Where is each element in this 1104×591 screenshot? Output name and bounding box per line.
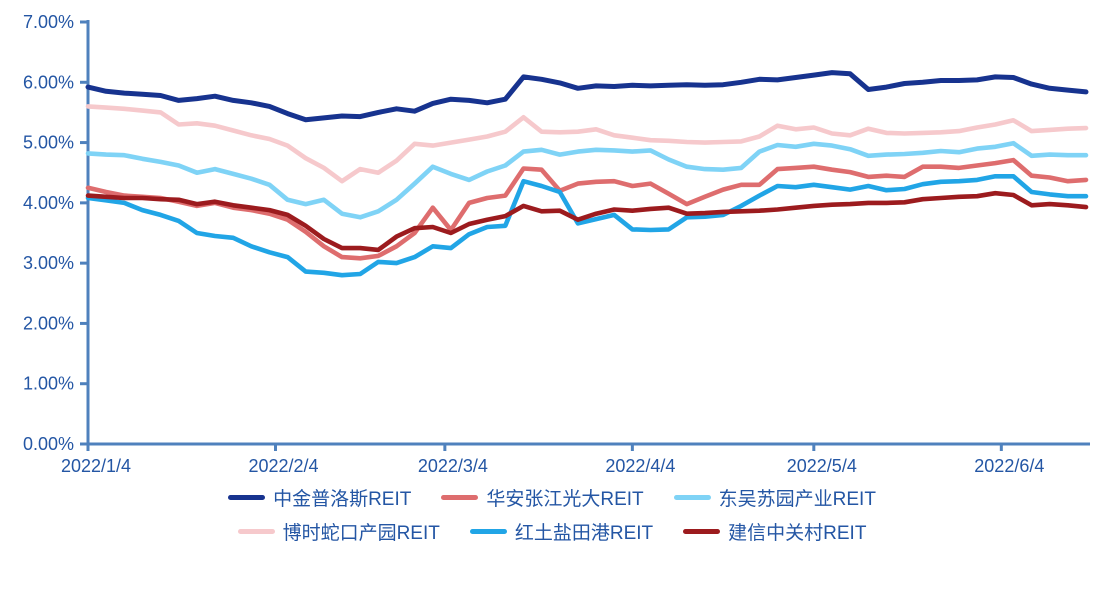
x-axis-label: 2022/3/4 — [418, 456, 488, 476]
series-line-中金普洛斯REIT — [85, 70, 1089, 123]
y-axis-label: 3.00% — [23, 253, 74, 273]
legend-item-中金普洛斯REIT: 中金普洛斯REIT — [228, 484, 411, 511]
line-chart-canvas: 0.00% 1.00% 2.00% 3.00% 4.00% 5.00% 6.00% 7.00%… — [23, 12, 1090, 476]
legend-label: 博时蛇口产园REIT — [282, 523, 440, 544]
legend-label: 中金普洛斯REIT — [273, 489, 412, 510]
legend-label: 东吴苏园产业REIT — [718, 489, 876, 510]
legend-swatch — [673, 495, 711, 500]
series-line-东吴苏园产业REIT — [85, 140, 1089, 220]
legend-label: 红土盐田港REIT — [514, 523, 654, 544]
y-axis-label: 2.00% — [23, 313, 74, 333]
legend-item-东吴苏园产业REIT: 东吴苏园产业REIT — [673, 484, 876, 511]
legend-swatch — [441, 495, 479, 500]
y-axis-label: 1.00% — [23, 374, 74, 394]
x-axis-label: 2022/5/4 — [787, 456, 857, 476]
chart-legend: 中金普洛斯REIT 华安张江光大REIT 东吴苏园产业REIT 博时蛇口产园REIT 红… — [0, 484, 1104, 545]
y-axis-label: 7.00% — [23, 12, 74, 32]
y-axis-label: 0.00% — [23, 434, 74, 454]
y-axis-label: 5.00% — [23, 133, 74, 153]
legend-item-建信中关村REIT: 建信中关村REIT — [683, 518, 866, 545]
series-line-华安张江光大REIT — [85, 157, 1089, 261]
legend-item-博时蛇口产园REIT: 博时蛇口产园REIT — [237, 518, 440, 545]
x-axis-label: 2022/2/4 — [248, 456, 318, 476]
legend-row: 博时蛇口产园REIT 红土盐田港REIT 建信中关村REIT — [237, 518, 866, 545]
x-axis-label: 2022/1/4 — [61, 456, 131, 476]
legend-row: 中金普洛斯REIT 华安张江光大REIT 东吴苏园产业REIT — [228, 484, 876, 511]
legend-label: 华安张江光大REIT — [486, 489, 644, 510]
series-line-博时蛇口产园REIT — [85, 104, 1089, 184]
legend-item-华安张江光大REIT: 华安张江光大REIT — [441, 484, 644, 511]
legend-item-红土盐田港REIT: 红土盐田港REIT — [469, 518, 654, 545]
y-axis-label: 6.00% — [23, 72, 74, 92]
legend-label: 建信中关村REIT — [728, 523, 867, 544]
legend-swatch — [469, 529, 507, 534]
legend-swatch — [237, 529, 275, 534]
x-axis-label: 2022/4/4 — [605, 456, 675, 476]
series-line-红土盐田港REIT — [85, 174, 1089, 278]
y-axis-label: 4.00% — [23, 193, 74, 213]
legend-swatch — [683, 529, 721, 534]
series-line-建信中关村REIT — [85, 190, 1089, 253]
x-axis-label: 2022/6/4 — [974, 456, 1044, 476]
legend-swatch — [228, 495, 266, 500]
